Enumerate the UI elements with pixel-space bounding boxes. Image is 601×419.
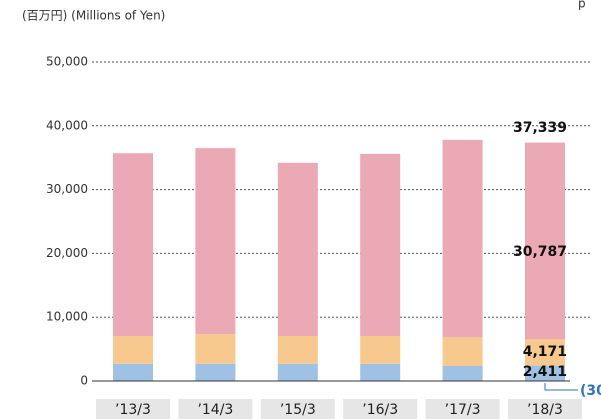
x-tick-label: ’15/3 (280, 402, 316, 418)
leader-line (544, 383, 578, 391)
bar-segment (195, 334, 236, 364)
data-label: (30 (580, 383, 601, 399)
y-axis-label: (百万円) (Millions of Yen) (22, 9, 165, 23)
category-box (96, 399, 170, 419)
bar-segment (360, 153, 401, 337)
y-tick-label: 40,000 (46, 118, 88, 132)
bar-segment (525, 339, 565, 366)
bar-segment (360, 336, 401, 364)
category-box (260, 399, 335, 419)
data-label: 2,411 (523, 364, 567, 380)
bar-segment (113, 336, 153, 364)
bar-segment (525, 142, 565, 340)
bar-segment (525, 365, 565, 381)
bar-segment (113, 153, 153, 337)
y-tick-label: 30,000 (46, 182, 88, 196)
bar-segment (195, 363, 236, 381)
bar-segment (113, 363, 153, 381)
bar-segment (277, 162, 318, 337)
x-tick-label: ’18/3 (527, 402, 563, 418)
y-tick-label: 10,000 (46, 310, 88, 324)
x-tick-label: ’16/3 (362, 402, 398, 418)
data-label: 30,787 (513, 244, 567, 260)
bar-segment (442, 366, 483, 381)
y-tick-label: 0 (80, 374, 88, 388)
bar-segment (195, 148, 236, 335)
y-tick-label: 50,000 (46, 55, 88, 69)
total-label: 37,339 (513, 120, 567, 136)
x-tick-label: ’17/3 (445, 402, 481, 418)
bar-segment (277, 363, 318, 381)
data-label: 4,171 (523, 344, 567, 360)
x-tick-label: ’14/3 (197, 402, 233, 418)
category-box (343, 399, 418, 419)
bar-segment (277, 336, 318, 364)
category-box (425, 399, 500, 419)
category-box (178, 399, 253, 419)
header-fragment: p (578, 0, 586, 11)
y-tick-label: 20,000 (46, 246, 88, 260)
bar-segment (442, 336, 483, 367)
bar-segment (360, 363, 401, 381)
category-box (508, 399, 582, 419)
x-tick-label: ’13/3 (115, 402, 151, 418)
bar-segment (442, 139, 483, 337)
